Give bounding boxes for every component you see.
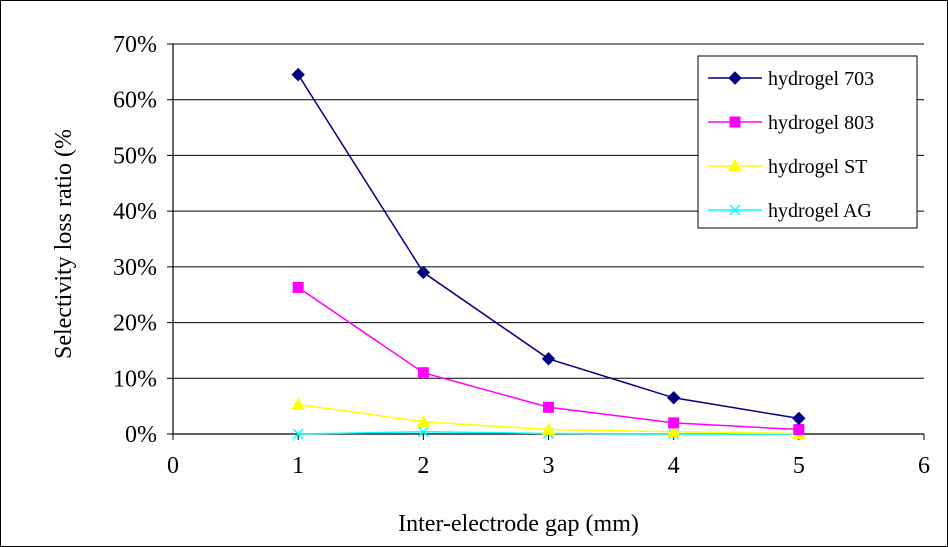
legend-marker bbox=[729, 204, 741, 216]
x-tick-label: 6 bbox=[918, 453, 930, 479]
data-point bbox=[543, 401, 554, 413]
y-tick-label: 40% bbox=[113, 199, 157, 225]
data-point bbox=[541, 352, 556, 366]
series-hydrogel-st bbox=[291, 397, 806, 439]
series-hydrogel-803 bbox=[292, 281, 805, 436]
data-point bbox=[793, 424, 805, 436]
data-point bbox=[541, 422, 556, 436]
data-point bbox=[417, 426, 429, 438]
data-point bbox=[416, 414, 431, 428]
series-hydrogel-703 bbox=[291, 67, 806, 426]
legend: hydrogel 703 hydrogel 803 hydrogel ST hydro… bbox=[697, 55, 918, 229]
x-tick-label: 5 bbox=[793, 453, 805, 479]
y-tick-label: 0% bbox=[125, 422, 157, 448]
data-point bbox=[292, 428, 304, 440]
y-tick-label: 30% bbox=[113, 255, 157, 281]
y-tick-label: 10% bbox=[113, 366, 157, 392]
tick-labels: 0% 10% 20% 30% 40% 50% 60% 70% 0 1 2 3 4 5 6 bbox=[113, 32, 930, 479]
data-point bbox=[666, 391, 681, 405]
data-point bbox=[291, 67, 305, 82]
y-tick-label: 50% bbox=[113, 143, 157, 169]
legend-label: hydrogel 803 bbox=[768, 112, 874, 134]
x-tick-label: 1 bbox=[292, 453, 304, 479]
legend-marker bbox=[729, 116, 741, 128]
data-point bbox=[792, 411, 806, 426]
legend-label: hydrogel ST bbox=[768, 156, 867, 178]
y-tick-label: 70% bbox=[113, 32, 157, 58]
data-point bbox=[291, 397, 306, 410]
data-point bbox=[666, 424, 681, 438]
series bbox=[291, 67, 806, 440]
legend-item: hydrogel 703 bbox=[708, 68, 874, 90]
x-tick-label: 3 bbox=[543, 453, 555, 479]
legend-label: hydrogel AG bbox=[768, 200, 872, 222]
x-tick-label: 0 bbox=[167, 453, 179, 479]
legend-marker bbox=[728, 158, 742, 172]
data-point bbox=[416, 265, 431, 280]
legend-marker bbox=[728, 71, 742, 85]
y-tick-label: 20% bbox=[113, 311, 157, 337]
y-tick-label: 60% bbox=[113, 88, 157, 114]
data-point bbox=[668, 417, 680, 429]
x-tick-label: 4 bbox=[668, 453, 680, 479]
data-point bbox=[417, 367, 429, 379]
y-axis-title: Selectivity loss ratio (% bbox=[51, 129, 77, 359]
legend-box bbox=[697, 55, 918, 229]
legend-item: hydrogel 803 bbox=[708, 112, 874, 134]
legend-item: hydrogel ST bbox=[708, 156, 867, 178]
x-tick-label: 2 bbox=[417, 453, 429, 479]
data-point bbox=[292, 281, 304, 293]
legend-item: hydrogel AG bbox=[708, 200, 872, 222]
x-axis-title: Inter-electrode gap (mm) bbox=[398, 511, 639, 537]
legend-label: hydrogel 703 bbox=[768, 68, 874, 90]
gridlines bbox=[173, 43, 924, 379]
